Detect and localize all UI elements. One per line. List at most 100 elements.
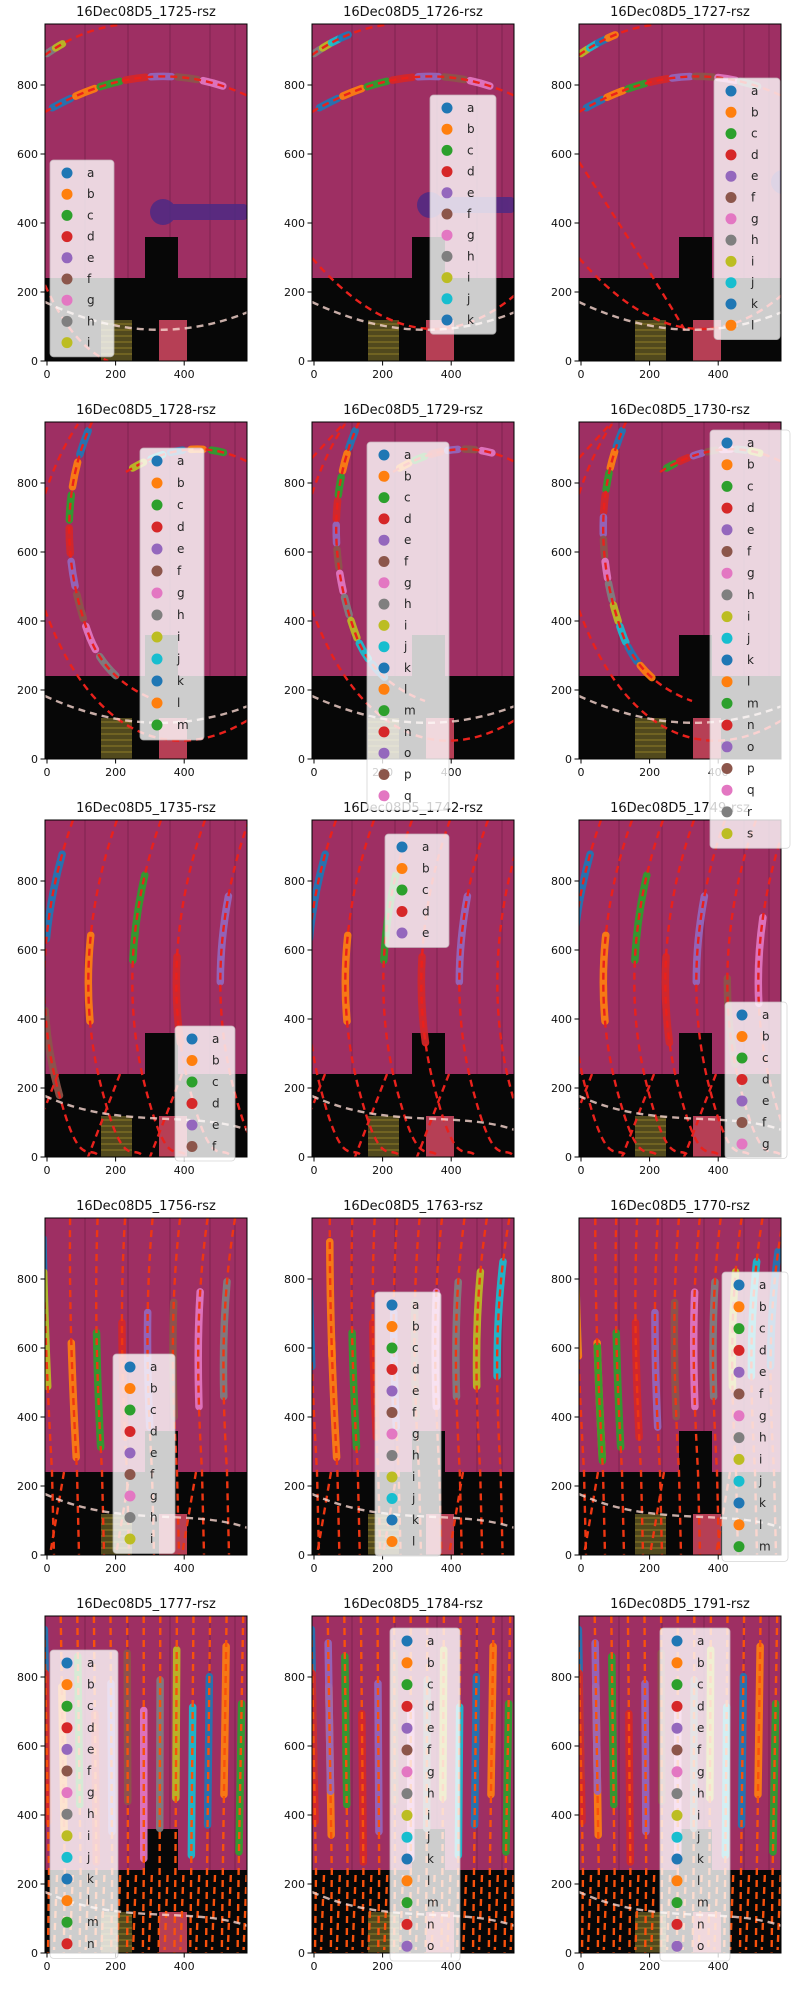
dashed-curve	[351, 1874, 357, 1951]
y-tick-label: 0	[565, 1947, 572, 1960]
legend-label: b	[177, 476, 185, 490]
legend-label: p	[404, 768, 412, 782]
legend-entry: k	[61, 1872, 94, 1886]
legend-box	[374, 1291, 442, 1557]
x-tick-label: 200	[105, 1562, 126, 1575]
y-tick-label: 600	[551, 1342, 572, 1355]
legend-marker	[721, 763, 733, 774]
legend-marker	[725, 192, 737, 203]
legend-marker	[396, 906, 408, 917]
legend-entry: d	[386, 1363, 420, 1377]
legend-label: d	[697, 1699, 705, 1713]
legend-label: k	[467, 313, 474, 327]
legend-entry: h	[401, 1787, 435, 1801]
legend-label: c	[759, 1322, 766, 1336]
subplot-cell: 16Dec08D5_1728-rsz 0 200 400 600 800 0 200 400 a b…	[0, 398, 267, 796]
y-tick-label: 400	[284, 1013, 305, 1026]
legend-marker	[61, 1700, 73, 1712]
legend-entry: h	[124, 1511, 158, 1525]
x-tick-label: 400	[441, 1562, 462, 1575]
legend-entry: b	[61, 187, 95, 201]
legend-marker	[378, 513, 390, 525]
legend-marker	[124, 1361, 136, 1373]
x-tick-label: 400	[174, 1960, 195, 1973]
y-tick-label: 0	[31, 1549, 38, 1562]
legend-box	[139, 447, 205, 741]
dashed-curve	[222, 1218, 237, 1555]
subplot-title: 16Dec08D5_1784-rsz	[343, 1597, 483, 1612]
legend-marker	[401, 1722, 413, 1734]
y-tick-label: 800	[551, 79, 572, 92]
dashed-curve	[729, 1874, 735, 1951]
y-tick-label: 400	[551, 1013, 572, 1026]
legend-entry: d	[441, 165, 475, 179]
subplot-cell: 16Dec08D5_1735-rsz 0 200 400 600 800 0 200 400 a b…	[0, 796, 267, 1194]
legend-label: b	[87, 1678, 95, 1692]
legend-marker	[186, 1033, 198, 1045]
dashed-curve	[312, 423, 346, 495]
legend-entry: g	[124, 1489, 158, 1503]
legend-marker	[725, 234, 737, 246]
legend-marker	[721, 437, 733, 449]
dashed-curve	[618, 1874, 624, 1951]
legend-label: l	[759, 1518, 762, 1532]
legend-entry: e	[151, 542, 184, 556]
legend-entry: i	[401, 1808, 430, 1822]
x-tick-label: 0	[578, 368, 585, 381]
legend-marker	[733, 1344, 745, 1356]
legend-entry: k	[378, 661, 411, 675]
subplot-cell: 16Dec08D5_1784-rsz 0 200 400 600 800 0 200 400 a b…	[267, 1592, 534, 1990]
plot-border	[44, 819, 248, 1158]
legend-label: j	[426, 1830, 430, 1844]
legend-entry: f	[186, 1140, 217, 1154]
legend-marker	[441, 314, 453, 326]
legend-label: f	[150, 1468, 155, 1482]
dashed-curve	[413, 1218, 423, 1555]
legend-marker	[386, 1321, 398, 1332]
legend-label: e	[404, 533, 411, 547]
legend-entry: e	[401, 1721, 434, 1735]
x-tick-label: 0	[578, 1562, 585, 1575]
dashed-curve	[610, 1616, 616, 1953]
legend-label: n	[404, 725, 412, 739]
legend-label: b	[212, 1054, 220, 1068]
legend-entry: c	[736, 1051, 769, 1065]
legend-marker	[733, 1475, 745, 1487]
legend-marker	[61, 209, 73, 221]
curve-highlight-segment	[332, 422, 429, 705]
legend-marker	[61, 315, 73, 327]
legend-marker	[721, 480, 733, 492]
dashed-curve	[643, 1616, 648, 1953]
legend-marker	[671, 1918, 683, 1930]
subplot-title: 16Dec08D5_1735-rsz	[76, 801, 216, 816]
dashed-curve	[633, 820, 691, 1157]
legend-label: j	[750, 276, 754, 290]
subplot-cell: 16Dec08D5_1742-rsz02004006008000200400ab…	[267, 796, 534, 1194]
dashed-curve	[602, 422, 693, 703]
legend-entry: e	[124, 1446, 157, 1460]
legend-label: e	[87, 251, 94, 265]
legend-marker	[725, 319, 737, 331]
legend-label: b	[467, 122, 475, 136]
dashed-curve	[367, 1874, 373, 1951]
legend-marker	[721, 654, 733, 666]
legend-label: a	[422, 840, 429, 854]
y-tick-label: 400	[17, 1013, 38, 1026]
legend-marker	[671, 1897, 683, 1909]
legend-entry: i	[671, 1808, 700, 1822]
legend-label: g	[404, 576, 412, 590]
legend-entry: j	[441, 292, 470, 306]
legend-entry: c	[725, 127, 758, 141]
legend-marker	[671, 1700, 683, 1712]
legend-entry: o	[721, 740, 754, 754]
dashed-curve	[579, 422, 613, 459]
legend-entry: b	[733, 1300, 767, 1314]
legend-marker	[736, 1074, 748, 1085]
y-tick-label: 200	[17, 286, 38, 299]
legend-label: a	[747, 436, 754, 450]
legend-entry: o	[378, 746, 411, 760]
y-tick-label: 600	[551, 1740, 572, 1753]
